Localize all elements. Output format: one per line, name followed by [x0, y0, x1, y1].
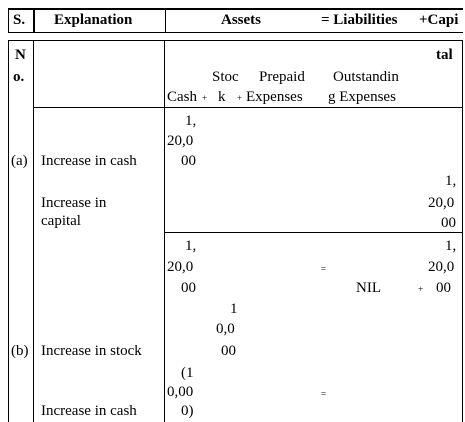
balance-cash-3: 00 [181, 280, 196, 296]
row-a2-capital-1: 1, [445, 173, 457, 189]
table-right-border [462, 40, 463, 422]
subheader-plus-1: + [202, 93, 208, 103]
header-liabilities: = Liabilities [321, 12, 398, 28]
row-a-label: (a) [11, 153, 28, 169]
balance-nil: NIL [356, 280, 381, 296]
balance-capital-2: 20,0 [428, 259, 455, 275]
table-left-border [8, 40, 9, 422]
balance-row-top-border [164, 232, 463, 233]
header-divider-1 [33, 8, 35, 33]
subheader-stock-bottom: k [218, 89, 226, 105]
table-col-divider-2 [164, 40, 165, 422]
table-top-border [8, 40, 463, 41]
subheader-stock-top: Stoc [212, 69, 239, 85]
row-b-stock-2: 0,0 [216, 321, 235, 337]
row-a-text: Increase in cash [41, 153, 137, 169]
table-col-divider-1 [33, 40, 34, 422]
row-b2-text: Increase in cash [41, 403, 137, 419]
row-a2-text-1: Increase in [41, 195, 107, 211]
subheader-plus-2: + [237, 93, 243, 103]
row-a-cash-2: 20,0 [167, 133, 194, 149]
balance-cash-1: 1, [185, 238, 197, 254]
header-bottom-border [8, 32, 463, 33]
balance-cash-2: 20,0 [167, 259, 194, 275]
subheader-prepaid-bottom: Expenses [246, 89, 303, 105]
header-left-border [8, 8, 9, 33]
row-b2-cash-1: (1 [181, 365, 194, 381]
subheader-capital-tail: tal [436, 47, 453, 63]
row-b2-cash-2: 0,00 [167, 384, 194, 400]
row-b2-cash-3: 0) [181, 403, 194, 419]
balance-plus: + [418, 284, 424, 294]
row-b2-equals: = [321, 389, 327, 399]
balance-capital-3: 00 [436, 280, 451, 296]
row-b-stock-1: 1 [230, 301, 238, 317]
row-a2-text-2: capital [41, 213, 81, 229]
balance-capital-1: 1, [445, 238, 457, 254]
header-capital: +Capi [419, 12, 459, 28]
row-a-cash-1: 1, [185, 113, 197, 129]
row-b-stock-3: 00 [221, 343, 236, 359]
subheader-sno-bottom: o. [13, 69, 25, 85]
header-divider-2 [165, 8, 166, 33]
header-top-border [8, 8, 463, 10]
subheader-bottom-border [33, 107, 463, 108]
subheader-outstanding-bottom: g Expenses [328, 89, 396, 105]
header-assets: Assets [221, 12, 261, 28]
header-explanation: Explanation [54, 12, 133, 28]
row-a2-capital-2: 20,0 [428, 195, 455, 211]
subheader-outstanding-top: Outstandin [333, 69, 399, 85]
row-b-label: (b) [11, 343, 29, 359]
row-b-text: Increase in stock [41, 343, 142, 359]
subheader-prepaid-top: Prepaid [259, 69, 305, 85]
subheader-sno-top: N [15, 47, 26, 63]
row-a-cash-3: 00 [181, 153, 196, 169]
row-a2-capital-3: 00 [441, 215, 456, 231]
subheader-cash: Cash [167, 89, 197, 105]
header-sno: S. [13, 12, 26, 28]
balance-equals: = [321, 264, 327, 274]
